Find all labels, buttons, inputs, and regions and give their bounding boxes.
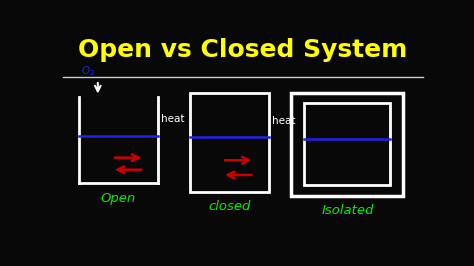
Bar [303, 103, 390, 185]
Text: Open vs Closed System: Open vs Closed System [78, 38, 408, 62]
Bar [190, 93, 269, 192]
Text: $O_2$: $O_2$ [82, 64, 95, 78]
Text: closed: closed [208, 200, 251, 213]
Text: Isolated: Isolated [321, 204, 374, 217]
Text: heat: heat [161, 114, 184, 124]
Text: Open: Open [100, 192, 136, 205]
Bar [291, 93, 403, 196]
Text: heat: heat [272, 116, 295, 126]
